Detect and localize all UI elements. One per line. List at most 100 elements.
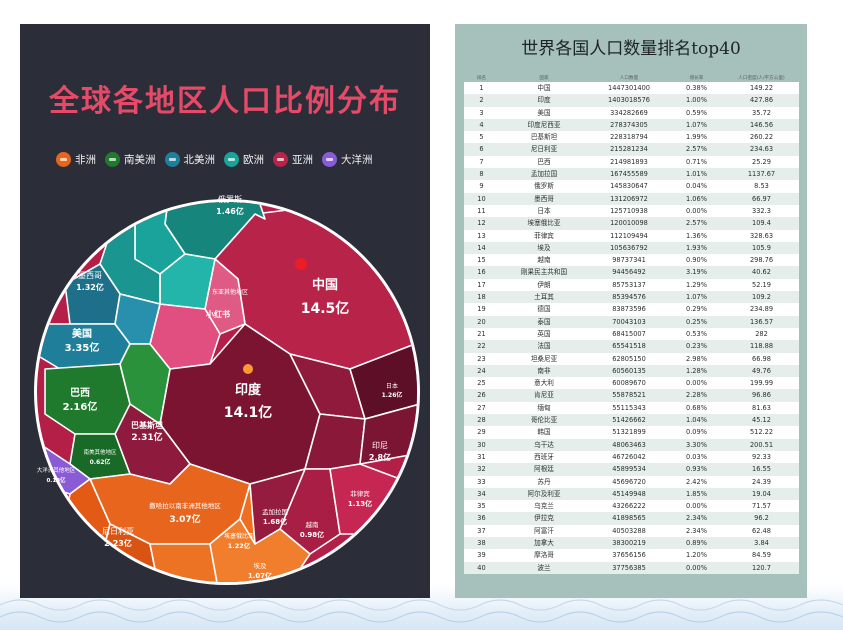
cell-country: 英国 <box>499 327 589 341</box>
cell-population: 112109494 <box>589 229 669 242</box>
table-row: 7 巴西 214981893 0.71% 25.29 <box>464 155 799 169</box>
region-legend: 非洲 南美洲 北美洲 欧洲 亚洲 大洋洲 <box>56 152 426 167</box>
label-east-asia-other: 东亚其他地区 <box>212 288 248 296</box>
cell-population: 70043103 <box>589 315 669 328</box>
cell-population: 1447301400 <box>589 82 669 95</box>
cell-rank: 4 <box>464 118 499 132</box>
table-row: 34 阿尔及利亚 45149948 1.85% 19.04 <box>464 487 799 501</box>
cell-density: 298.76 <box>724 254 799 267</box>
table-row: 23 坦桑尼亚 62805150 2.98% 66.98 <box>464 352 799 365</box>
label-usa-name: 美国 <box>72 327 92 340</box>
cell-density: 16.55 <box>724 463 799 476</box>
table-row: 27 缅甸 55115343 0.68% 81.63 <box>464 401 799 415</box>
table-row: 8 孟加拉国 167455589 1.01% 1137.67 <box>464 168 799 181</box>
cell-country: 摩洛哥 <box>499 549 589 562</box>
label-indonesia-name: 印尼 <box>372 441 388 450</box>
cell-growth: 1.07% <box>669 118 724 132</box>
cell-population: 45899534 <box>589 463 669 476</box>
cell-country: 越南 <box>499 254 589 267</box>
cell-rank: 37 <box>464 524 499 537</box>
cell-growth: 0.89% <box>669 536 724 550</box>
cell-population: 45149948 <box>589 487 669 501</box>
cell-density: 234.63 <box>724 143 799 156</box>
cell-growth: 1.04% <box>669 414 724 427</box>
table-row: 22 法国 65541518 0.23% 118.88 <box>464 340 799 353</box>
legend-label: 欧洲 <box>243 154 264 166</box>
cell-density: 234.89 <box>724 303 799 316</box>
table-row: 25 意大利 60089670 0.00% 199.99 <box>464 377 799 390</box>
cell-density: 66.98 <box>724 352 799 365</box>
table-row: 33 苏丹 45696720 2.42% 24.39 <box>464 475 799 488</box>
table-row: 36 伊拉克 41898565 2.34% 96.2 <box>464 512 799 525</box>
cell-population: 37656156 <box>589 549 669 562</box>
table-row: 10 墨西哥 131206972 1.06% 66.97 <box>464 192 799 205</box>
cell-population: 120010098 <box>589 217 669 230</box>
cell-rank: 34 <box>464 487 499 501</box>
cell-country: 俄罗斯 <box>499 180 589 193</box>
cell-rank: 1 <box>464 82 499 95</box>
cell-population: 60089670 <box>589 377 669 390</box>
cell-growth: 2.98% <box>669 352 724 365</box>
cell-population: 62805150 <box>589 352 669 365</box>
cell-labels: 中国 14.5亿 印度 14.1亿 美国 3.35亿 巴西 2.16亿 巴基斯坦… <box>37 194 403 580</box>
cell-population: 85394576 <box>589 291 669 304</box>
cell-population: 46726042 <box>589 450 669 464</box>
cell-rank: 11 <box>464 204 499 218</box>
legend-swatch-south-america <box>105 152 120 167</box>
cell-country: 波兰 <box>499 561 589 574</box>
cell-density: 19.04 <box>724 487 799 501</box>
cell-growth: 0.59% <box>669 106 724 119</box>
legend-item-oceania: 大洋洲 <box>322 152 373 167</box>
table-row: 18 土耳其 85394576 1.07% 109.2 <box>464 291 799 304</box>
header-country: 国家 <box>539 75 549 81</box>
legend-swatch-asia <box>273 152 288 167</box>
cell-rank: 9 <box>464 180 499 193</box>
cell-growth: 2.57% <box>669 143 724 156</box>
cell-population: 40503288 <box>589 524 669 537</box>
ranking-table-panel: 世界各国人口数量排名top40 排名 国家 人口数量 增长率 人口密度(人/平方… <box>455 24 807 598</box>
table-row: 6 尼日利亚 215281234 2.57% 234.63 <box>464 143 799 156</box>
cell-country: 乌克兰 <box>499 500 589 513</box>
cell-density: 512.22 <box>724 426 799 439</box>
cell-rank: 40 <box>464 561 499 574</box>
cell-rank: 21 <box>464 327 499 341</box>
cell-rank: 23 <box>464 352 499 365</box>
cell-rank: 6 <box>464 143 499 156</box>
cell-population: 131206972 <box>589 192 669 205</box>
voronoi-chart: 中国 14.5亿 印度 14.1亿 美国 3.35亿 巴西 2.16亿 巴基斯坦… <box>34 194 420 585</box>
cell-growth: 1.28% <box>669 364 724 378</box>
table-row: 12 埃塞俄比亚 120010098 2.57% 109.4 <box>464 217 799 230</box>
legend-label: 大洋洲 <box>341 154 373 166</box>
india-flag-icon <box>243 364 253 374</box>
cell-population: 228318794 <box>589 131 669 144</box>
label-ethiopia-value: 1.22亿 <box>228 541 251 550</box>
cell-ethiopia <box>239 483 256 545</box>
table-row: 14 埃及 105636792 1.93% 105.9 <box>464 241 799 255</box>
table-row: 26 肯尼亚 55878521 2.28% 96.86 <box>464 389 799 402</box>
label-vietnam-value: 0.98亿 <box>300 530 324 539</box>
table-row: 3 美国 334282669 0.59% 35.72 <box>464 106 799 119</box>
cell-density: 25.29 <box>724 155 799 169</box>
label-sa-other-name: 南美其他地区 <box>83 448 117 456</box>
cell-density: 92.33 <box>724 450 799 464</box>
legend-item-africa: 非洲 <box>56 152 96 167</box>
table-row: 39 摩洛哥 37656156 1.20% 84.59 <box>464 549 799 562</box>
cell-density: 118.88 <box>724 340 799 353</box>
cell-rank: 20 <box>464 315 499 328</box>
ranking-title: 世界各国人口数量排名top40 <box>521 39 741 59</box>
cell-rank: 29 <box>464 426 499 439</box>
cell-population: 94456492 <box>589 266 669 279</box>
cell-country: 伊拉克 <box>499 512 589 525</box>
table-row: 38 加拿大 38300219 0.89% 3.84 <box>464 536 799 550</box>
cell-rank: 12 <box>464 217 499 230</box>
cell-colombia <box>119 343 171 425</box>
cell-country: 肯尼亚 <box>499 389 589 402</box>
label-africa-other-name: 撒哈拉以南非洲其他地区 <box>149 501 221 510</box>
wave-pattern <box>0 599 843 623</box>
cell-country: 中国 <box>499 82 589 95</box>
cell-growth: 1.85% <box>669 487 724 501</box>
label-brazil-value: 2.16亿 <box>63 400 98 413</box>
cell-country: 德国 <box>499 303 589 316</box>
cell-country: 泰国 <box>499 315 589 328</box>
legend-item-south-america: 南美洲 <box>105 152 156 167</box>
